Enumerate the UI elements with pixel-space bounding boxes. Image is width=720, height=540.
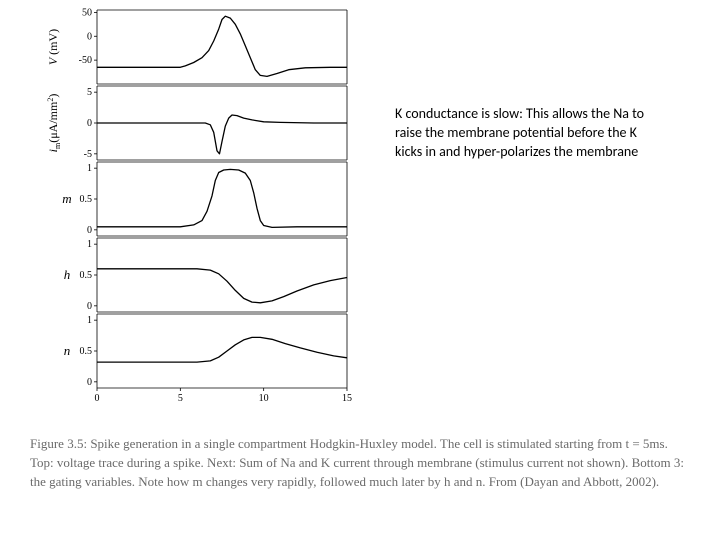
svg-text:5: 5 bbox=[87, 87, 92, 98]
svg-text:im(μA/mm2): im(μA/mm2) bbox=[46, 94, 62, 153]
svg-text:0: 0 bbox=[87, 118, 92, 129]
svg-text:m: m bbox=[62, 191, 71, 206]
caption-body: Spike generation in a single compartment… bbox=[30, 436, 684, 489]
svg-text:V (mV): V (mV) bbox=[46, 29, 60, 65]
svg-text:15: 15 bbox=[342, 393, 352, 404]
svg-text:10: 10 bbox=[259, 393, 269, 404]
svg-text:0: 0 bbox=[87, 225, 92, 236]
figure-caption: Figure 3.5: Spike generation in a single… bbox=[30, 435, 690, 492]
svg-text:0.5: 0.5 bbox=[80, 346, 93, 357]
hodgkin-huxley-chart: -50050V (mV)-505im(μA/mm2)00.51m00.51h00… bbox=[45, 5, 355, 405]
svg-text:1: 1 bbox=[87, 239, 92, 250]
svg-text:0: 0 bbox=[87, 301, 92, 312]
svg-text:0.5: 0.5 bbox=[80, 270, 93, 281]
svg-text:0: 0 bbox=[95, 393, 100, 404]
svg-text:h: h bbox=[64, 267, 71, 282]
caption-prefix: Figure 3.5: bbox=[30, 436, 90, 451]
svg-text:5: 5 bbox=[178, 393, 183, 404]
svg-text:-50: -50 bbox=[79, 55, 92, 66]
svg-text:-5: -5 bbox=[84, 149, 92, 160]
annotation-text: K conductance is slow: This allows the N… bbox=[395, 105, 655, 162]
svg-text:n: n bbox=[64, 343, 71, 358]
svg-text:0: 0 bbox=[87, 377, 92, 388]
svg-text:1: 1 bbox=[87, 315, 92, 326]
svg-text:1: 1 bbox=[87, 163, 92, 174]
svg-text:0: 0 bbox=[87, 31, 92, 42]
chart-svg: -50050V (mV)-505im(μA/mm2)00.51m00.51h00… bbox=[45, 5, 355, 405]
svg-text:0.5: 0.5 bbox=[80, 194, 93, 205]
svg-text:50: 50 bbox=[82, 7, 92, 18]
